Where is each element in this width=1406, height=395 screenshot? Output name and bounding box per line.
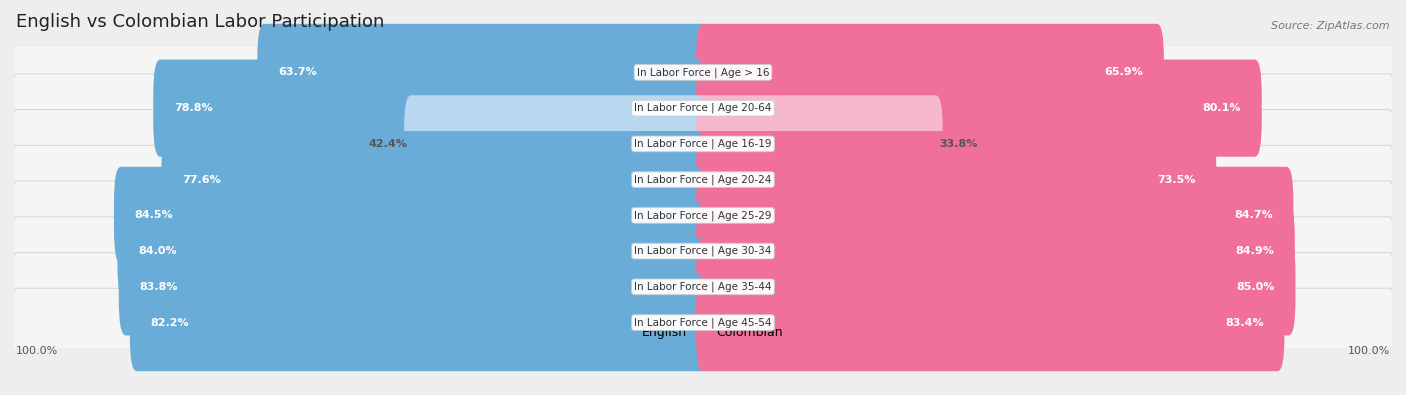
- FancyBboxPatch shape: [114, 167, 710, 264]
- Text: In Labor Force | Age 30-34: In Labor Force | Age 30-34: [634, 246, 772, 256]
- Text: In Labor Force | Age 25-29: In Labor Force | Age 25-29: [634, 210, 772, 221]
- FancyBboxPatch shape: [13, 74, 1393, 143]
- FancyBboxPatch shape: [162, 131, 710, 228]
- FancyBboxPatch shape: [13, 217, 1393, 286]
- FancyBboxPatch shape: [696, 131, 1216, 228]
- FancyBboxPatch shape: [696, 274, 1285, 371]
- Text: In Labor Force | Age 35-44: In Labor Force | Age 35-44: [634, 282, 772, 292]
- Text: 84.7%: 84.7%: [1234, 211, 1272, 220]
- Text: 73.5%: 73.5%: [1157, 175, 1195, 184]
- Text: 42.4%: 42.4%: [368, 139, 408, 149]
- Text: 33.8%: 33.8%: [939, 139, 977, 149]
- FancyBboxPatch shape: [404, 95, 710, 192]
- Text: Source: ZipAtlas.com: Source: ZipAtlas.com: [1271, 21, 1391, 31]
- Text: In Labor Force | Age 45-54: In Labor Force | Age 45-54: [634, 317, 772, 328]
- Text: 84.0%: 84.0%: [138, 246, 177, 256]
- FancyBboxPatch shape: [257, 24, 710, 121]
- FancyBboxPatch shape: [13, 145, 1393, 214]
- Text: 100.0%: 100.0%: [1347, 346, 1391, 356]
- Text: 77.6%: 77.6%: [183, 175, 221, 184]
- FancyBboxPatch shape: [153, 60, 710, 157]
- FancyBboxPatch shape: [696, 95, 943, 192]
- Text: In Labor Force | Age 16-19: In Labor Force | Age 16-19: [634, 139, 772, 149]
- FancyBboxPatch shape: [696, 203, 1295, 300]
- Text: 84.9%: 84.9%: [1236, 246, 1274, 256]
- Text: English vs Colombian Labor Participation: English vs Colombian Labor Participation: [15, 13, 384, 31]
- Text: 82.2%: 82.2%: [150, 318, 188, 327]
- Text: 80.1%: 80.1%: [1202, 103, 1241, 113]
- FancyBboxPatch shape: [13, 109, 1393, 178]
- Text: In Labor Force | Age > 16: In Labor Force | Age > 16: [637, 67, 769, 78]
- Text: In Labor Force | Age 20-24: In Labor Force | Age 20-24: [634, 174, 772, 185]
- FancyBboxPatch shape: [13, 252, 1393, 321]
- Text: 65.9%: 65.9%: [1105, 68, 1143, 77]
- Text: 83.4%: 83.4%: [1225, 318, 1264, 327]
- FancyBboxPatch shape: [118, 238, 710, 335]
- FancyBboxPatch shape: [13, 288, 1393, 357]
- Text: 63.7%: 63.7%: [278, 68, 316, 77]
- FancyBboxPatch shape: [696, 60, 1261, 157]
- FancyBboxPatch shape: [696, 167, 1294, 264]
- Text: 83.8%: 83.8%: [139, 282, 179, 292]
- FancyBboxPatch shape: [129, 274, 710, 371]
- Legend: English, Colombian: English, Colombian: [619, 322, 787, 344]
- FancyBboxPatch shape: [13, 38, 1393, 107]
- Text: 78.8%: 78.8%: [174, 103, 212, 113]
- FancyBboxPatch shape: [13, 181, 1393, 250]
- Text: In Labor Force | Age 20-64: In Labor Force | Age 20-64: [634, 103, 772, 113]
- Text: 85.0%: 85.0%: [1236, 282, 1275, 292]
- FancyBboxPatch shape: [696, 238, 1295, 335]
- FancyBboxPatch shape: [696, 24, 1164, 121]
- FancyBboxPatch shape: [117, 203, 710, 300]
- Text: 84.5%: 84.5%: [135, 211, 173, 220]
- Text: 100.0%: 100.0%: [15, 346, 59, 356]
